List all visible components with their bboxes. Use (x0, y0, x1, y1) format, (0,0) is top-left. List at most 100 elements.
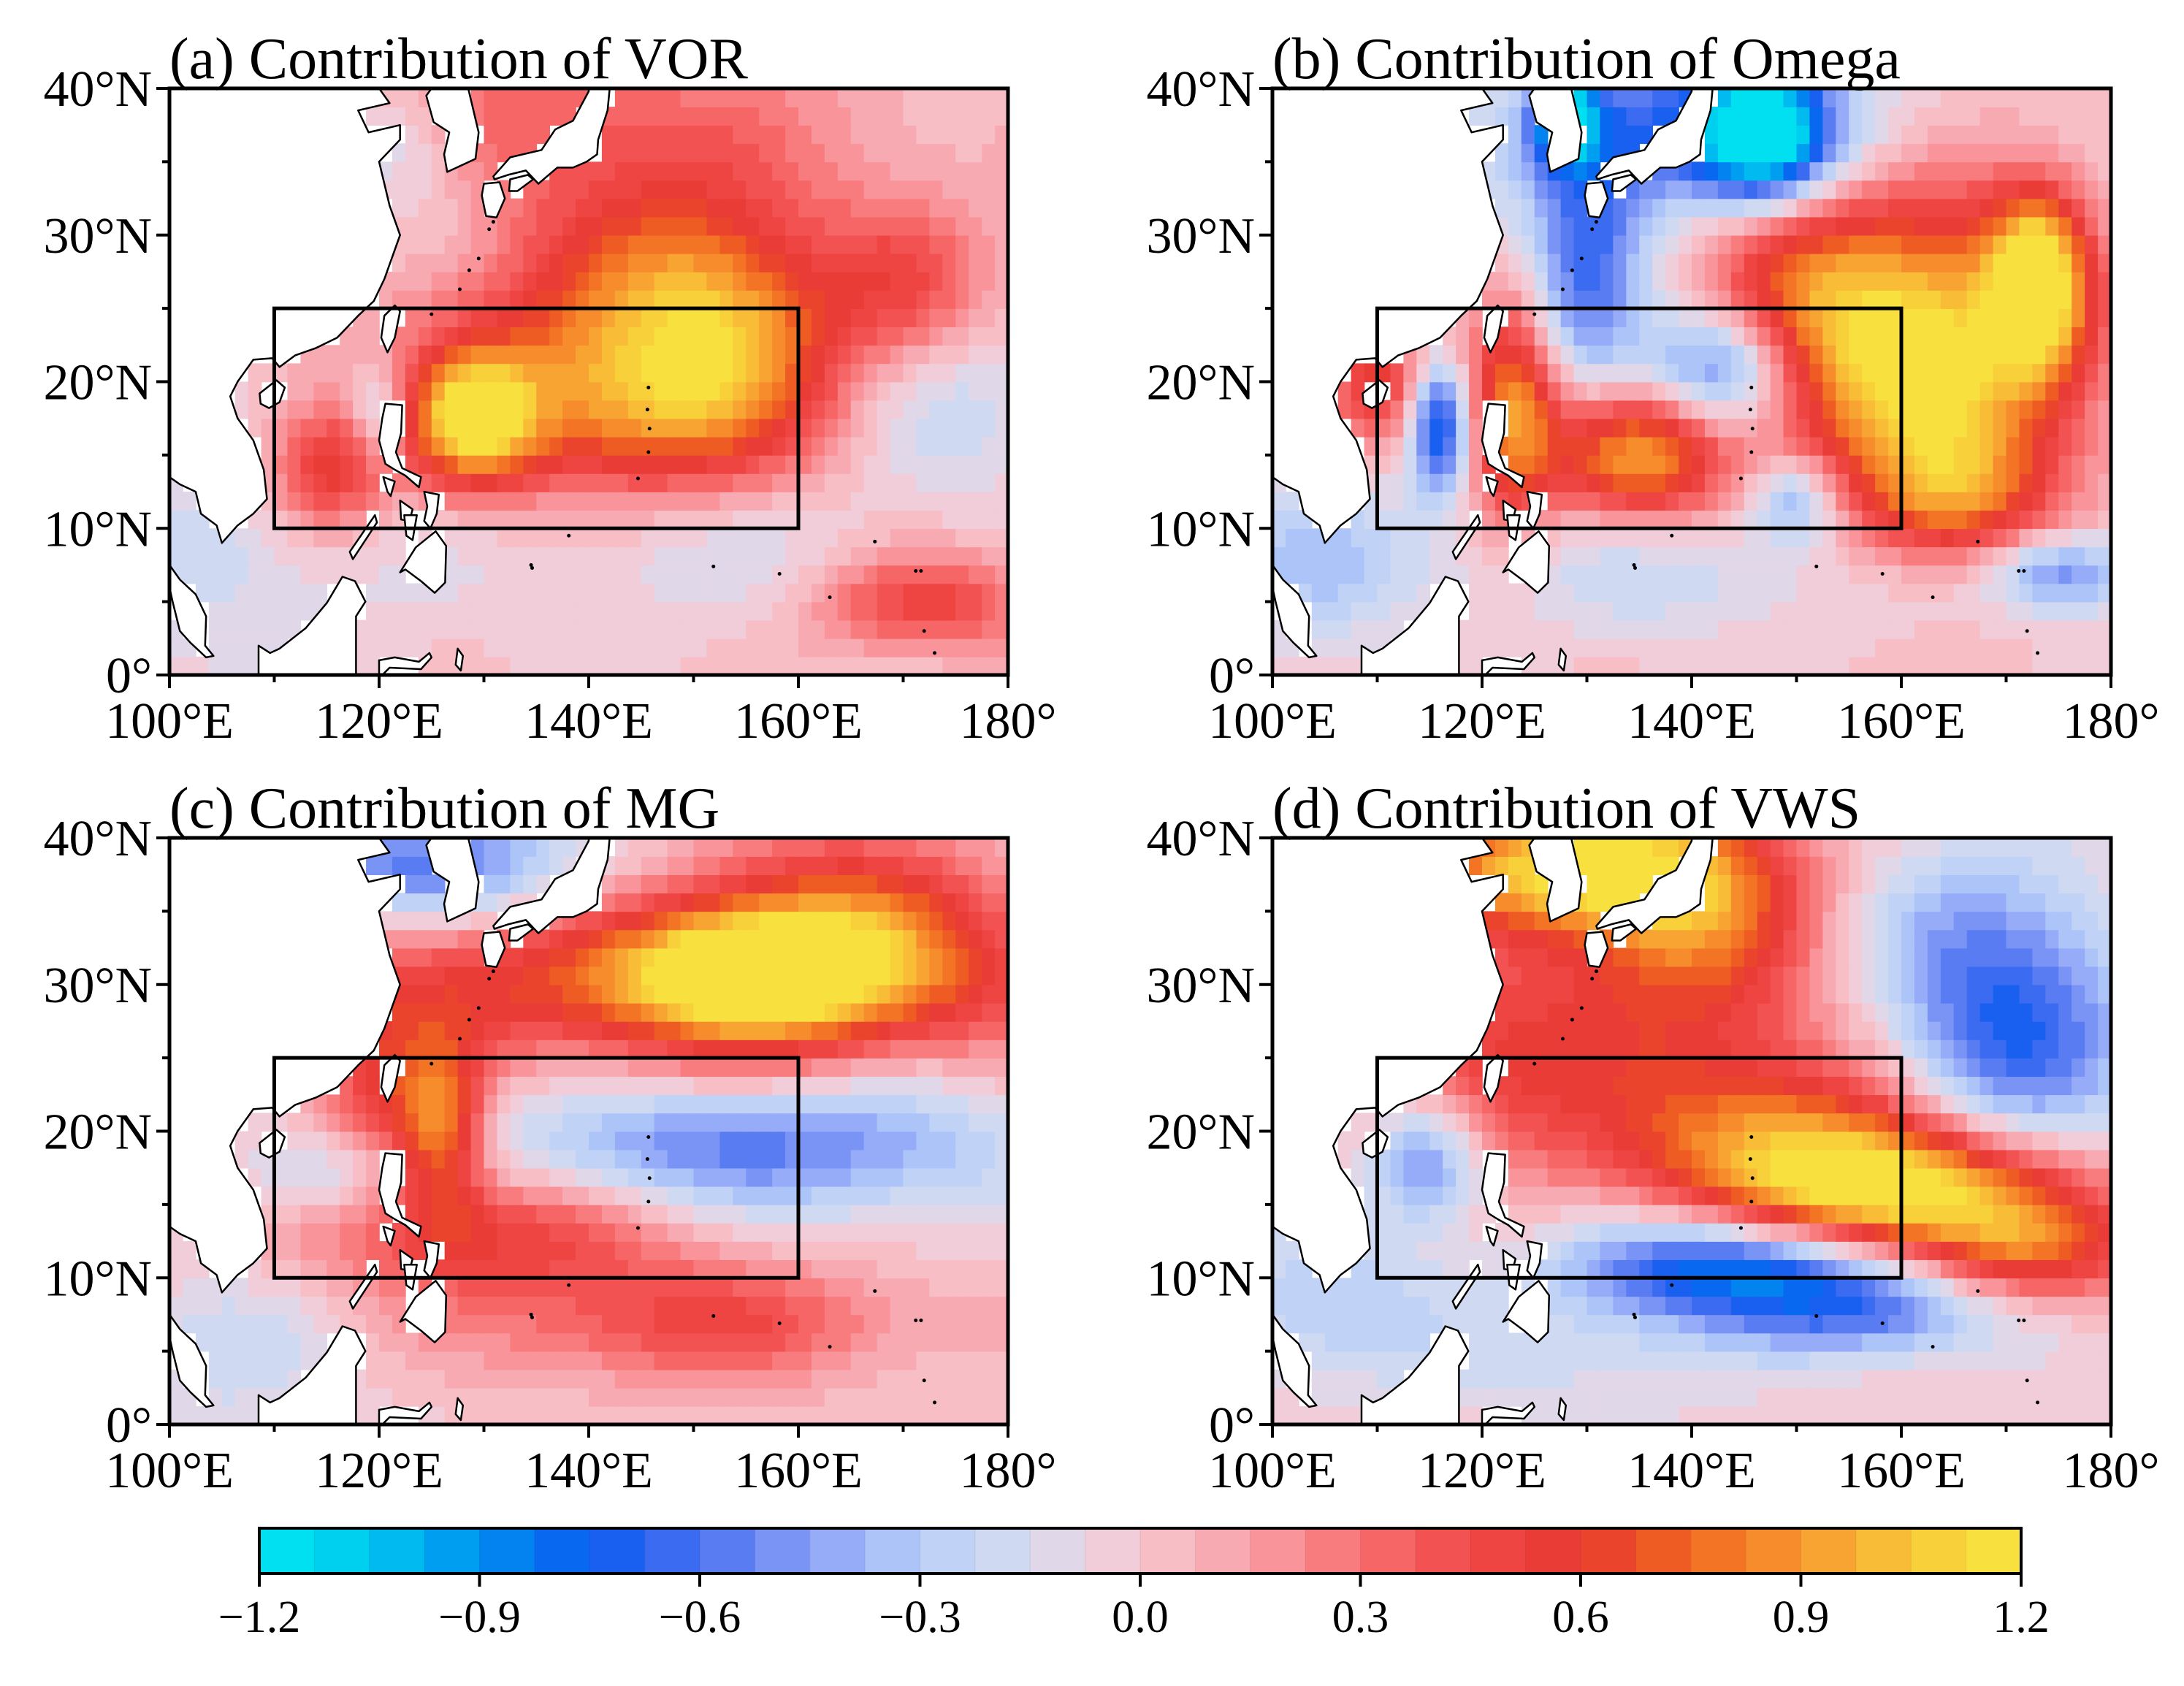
island (1560, 1037, 1565, 1041)
y-tick-label: 20°N (1146, 355, 1255, 411)
island (647, 427, 652, 431)
island (1976, 539, 1980, 543)
coastline (382, 1225, 396, 1247)
coastline (1360, 576, 1470, 675)
island (530, 565, 535, 570)
island (1749, 386, 1754, 390)
island (1532, 312, 1537, 316)
island (646, 1199, 651, 1204)
y-tick-label: 0° (1209, 648, 1255, 704)
island (491, 969, 495, 974)
coastline (1584, 931, 1609, 968)
coastline (1483, 304, 1504, 354)
coastline (169, 564, 215, 659)
island (1633, 1315, 1638, 1319)
colorbar-tick-label: 0.0 (1112, 1592, 1169, 1642)
panel-title: (b) Contribution of Omega (1272, 27, 1901, 91)
island (777, 571, 782, 576)
x-tick-label: 100°E (105, 1443, 234, 1499)
island (711, 564, 716, 568)
island (429, 1061, 434, 1066)
y-tick-label: 20°N (43, 1105, 152, 1161)
coastline (1360, 1325, 1470, 1424)
island (1814, 564, 1819, 568)
coastline (1502, 1280, 1551, 1343)
island (1749, 450, 1754, 454)
island (2036, 651, 2040, 655)
x-tick-label: 180° (960, 693, 1057, 749)
coastline (1611, 923, 1638, 942)
panel-c-field (169, 838, 1008, 1424)
x-tick-label: 120°E (315, 1443, 443, 1499)
island (1738, 476, 1743, 481)
island (2025, 629, 2029, 633)
island (476, 256, 481, 261)
x-tick-label: 180° (2063, 693, 2160, 749)
island (919, 568, 923, 573)
colorbar: −1.2 −0.9 −0.6 −0.3 0.0 0.3 0.6 0.9 1.2 (218, 1527, 2050, 1642)
y-tick-label: 0° (106, 648, 152, 704)
coastline (1481, 652, 1536, 675)
island (647, 1176, 652, 1180)
island (922, 1378, 926, 1383)
coastline (425, 88, 480, 173)
coastline (1528, 88, 1583, 173)
coastline (1481, 403, 1525, 489)
island (457, 1037, 462, 1041)
island (646, 1135, 651, 1140)
panel-title: (c) Contribution of MG (169, 777, 719, 841)
island (828, 1345, 832, 1349)
colorbar-ticks: −1.2 −0.9 −0.6 −0.3 0.0 0.3 0.6 0.9 1.2 (218, 1528, 2050, 1642)
panel-b-field (1272, 88, 2111, 675)
y-tick-label: 20°N (1146, 1105, 1255, 1161)
panel-title: (a) Contribution of VOR (169, 27, 748, 91)
coastline (382, 476, 396, 497)
key-region-box (272, 1056, 801, 1280)
coastline (1557, 647, 1568, 672)
island (1880, 1321, 1885, 1325)
island (1931, 1345, 1935, 1349)
panels: 100°E 120°E 140°E 160°E 180° 40°N 30°N 20°N 10°N… (43, 27, 2159, 1499)
coastline (1272, 1313, 1318, 1408)
island (1632, 1312, 1636, 1316)
coastline (399, 530, 448, 594)
panel-d-field (1272, 838, 2111, 1424)
coastline (399, 1280, 448, 1343)
x-tick-label: 120°E (315, 693, 443, 749)
x-tick-label: 100°E (105, 693, 234, 749)
island (645, 1157, 649, 1161)
panel-a-land (169, 88, 937, 675)
y-tick-label: 40°N (1146, 61, 1255, 118)
coastline (1362, 379, 1389, 409)
island (1749, 1135, 1754, 1140)
panel-c: 100°E 120°E 140°E 160°E 180° 40°N 30°N 20°N 10°N… (43, 777, 1056, 1499)
island (457, 287, 462, 291)
island (933, 651, 937, 655)
island (635, 1226, 640, 1230)
key-region-box (1375, 1056, 1904, 1280)
island (529, 562, 533, 567)
island (467, 268, 471, 272)
island (1570, 1018, 1574, 1022)
island (777, 1321, 782, 1325)
island (429, 312, 434, 316)
colorbar-tick-label: −0.6 (659, 1592, 741, 1642)
island (1670, 1283, 1674, 1287)
island (873, 539, 877, 543)
colorbar-tick-label: 0.9 (1773, 1592, 1830, 1642)
key-region-box (1375, 306, 1904, 530)
island (914, 1318, 918, 1322)
coastline (425, 838, 480, 923)
x-tick-label: 160°E (734, 1443, 863, 1499)
coastline (1557, 1397, 1568, 1422)
island (711, 1313, 716, 1318)
coastline (169, 1313, 215, 1408)
island (1560, 287, 1565, 291)
island (1594, 220, 1598, 224)
coastline (1502, 530, 1551, 594)
island (645, 408, 649, 412)
key-region-box (272, 306, 801, 530)
island (467, 1018, 471, 1022)
coastline (1483, 1053, 1504, 1103)
